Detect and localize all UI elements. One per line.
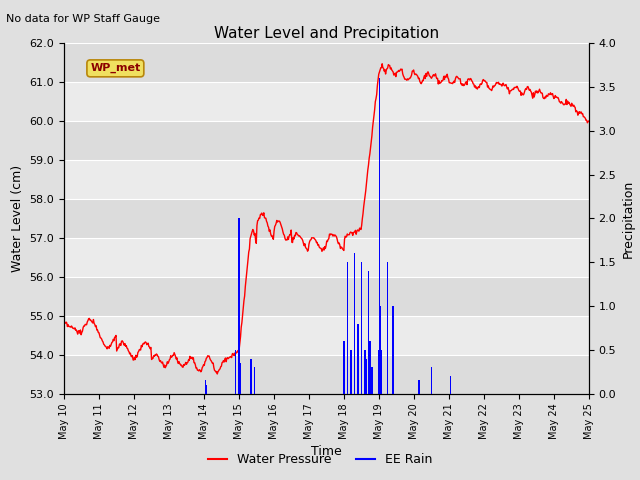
Bar xyxy=(343,341,344,394)
Bar xyxy=(64,121,589,160)
Bar xyxy=(380,306,381,394)
Bar xyxy=(378,350,380,394)
Bar xyxy=(450,376,451,394)
Bar xyxy=(369,341,371,394)
Bar xyxy=(250,359,252,394)
Bar xyxy=(64,82,589,121)
Bar xyxy=(350,350,351,394)
Bar xyxy=(354,253,355,394)
Bar xyxy=(419,381,420,394)
Bar xyxy=(379,78,380,394)
Bar xyxy=(64,43,589,82)
Bar xyxy=(361,262,362,394)
Bar xyxy=(64,277,589,316)
Legend: Water Pressure, EE Rain: Water Pressure, EE Rain xyxy=(203,448,437,471)
Bar xyxy=(431,367,432,394)
Title: Water Level and Precipitation: Water Level and Precipitation xyxy=(214,25,439,41)
Bar xyxy=(64,238,589,277)
Text: WP_met: WP_met xyxy=(90,63,141,73)
Bar xyxy=(368,271,369,394)
Bar xyxy=(238,218,239,394)
Bar xyxy=(364,350,365,394)
Bar xyxy=(254,367,255,394)
Bar xyxy=(387,262,388,394)
Bar xyxy=(64,316,589,355)
Bar xyxy=(392,306,394,394)
Bar xyxy=(371,367,372,394)
Bar xyxy=(357,324,358,394)
Bar xyxy=(64,160,589,199)
Bar xyxy=(366,359,367,394)
Bar xyxy=(381,350,382,394)
Bar xyxy=(347,262,348,394)
Bar xyxy=(64,199,589,238)
Bar xyxy=(205,381,206,394)
Bar xyxy=(235,350,236,394)
Bar xyxy=(64,355,589,394)
Text: No data for WP Staff Gauge: No data for WP Staff Gauge xyxy=(6,14,161,24)
Y-axis label: Precipitation: Precipitation xyxy=(622,179,635,258)
Y-axis label: Water Level (cm): Water Level (cm) xyxy=(11,165,24,272)
X-axis label: Time: Time xyxy=(311,445,342,458)
Bar xyxy=(240,363,241,394)
Bar xyxy=(206,385,207,394)
